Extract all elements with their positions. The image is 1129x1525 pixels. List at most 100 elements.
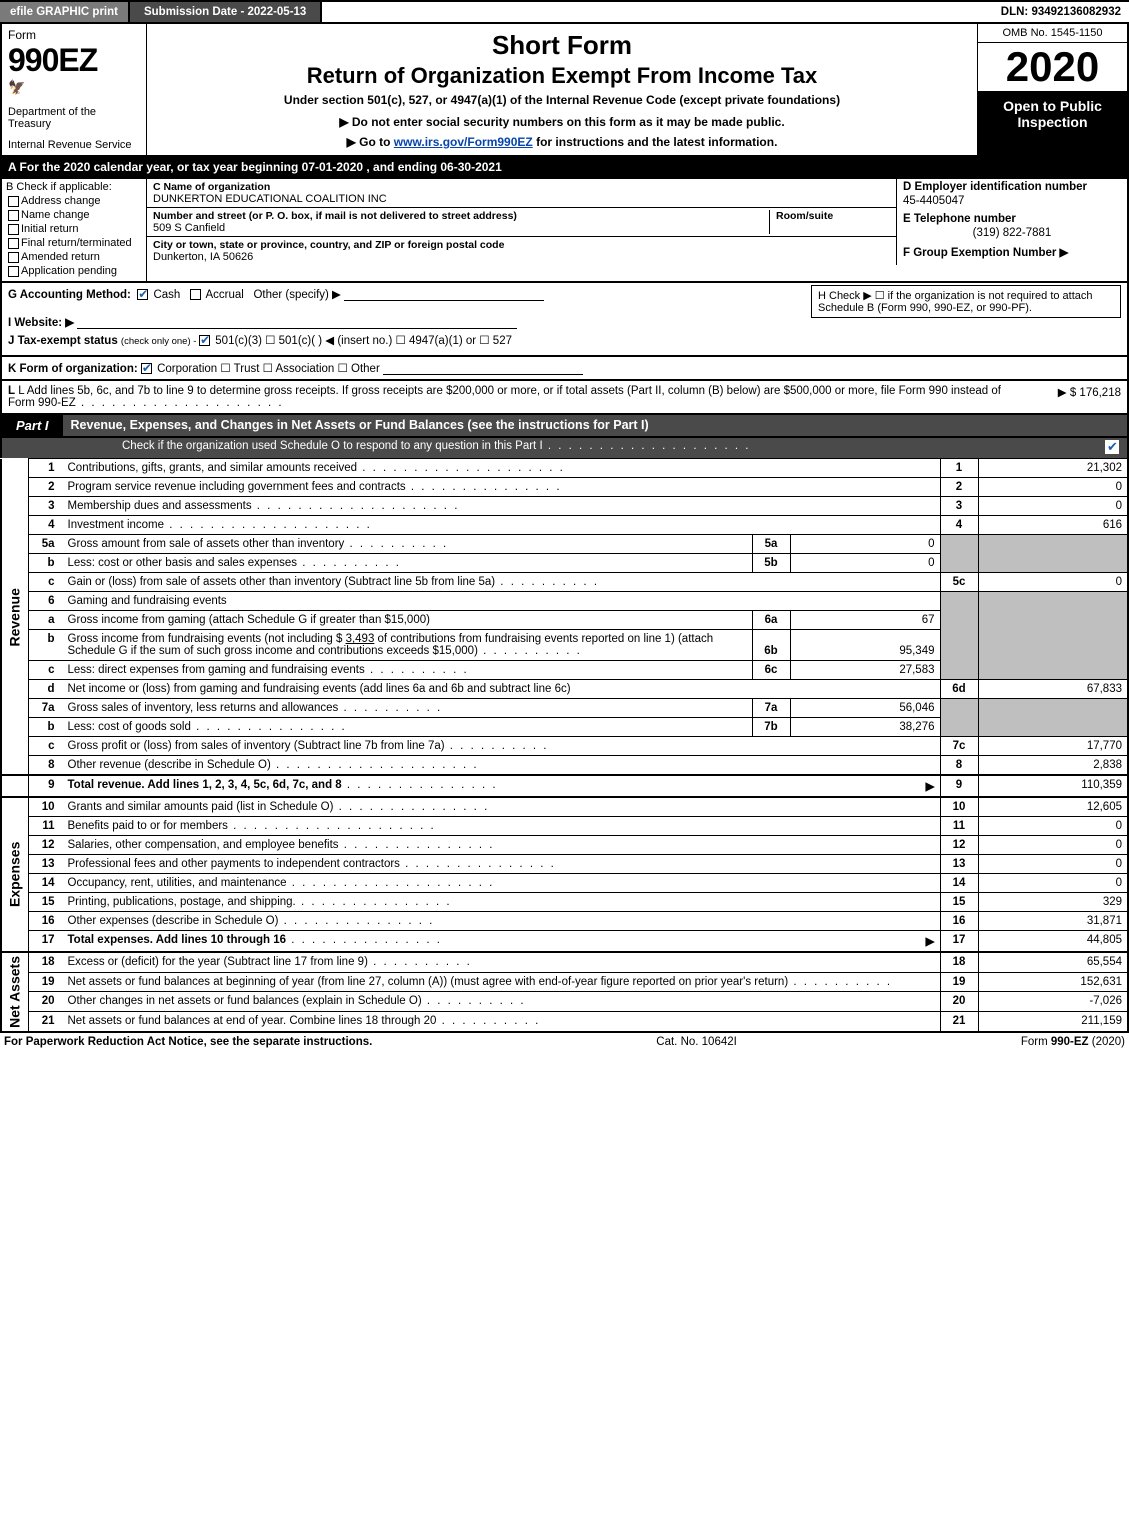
desc-12-text: Salaries, other compensation, and employ… — [68, 839, 339, 851]
desc-5a: Gross amount from sale of assets other t… — [63, 535, 753, 554]
desc-6c-text: Less: direct expenses from gaming and fu… — [68, 664, 365, 676]
grey-7b — [940, 718, 978, 737]
ln-8: 8 — [29, 756, 63, 776]
desc-8-text: Other revenue (describe in Schedule O) — [68, 759, 271, 771]
return-title: Return of Organization Exempt From Incom… — [157, 63, 967, 89]
num-21: 21 — [940, 1012, 978, 1032]
sub-6a: 6a — [752, 611, 790, 630]
desc-20: Other changes in net assets or fund bala… — [63, 992, 941, 1012]
arrow-17: ▶ — [926, 934, 935, 948]
k-other-input[interactable] — [383, 361, 583, 375]
part-i-table: Revenue 1 Contributions, gifts, grants, … — [0, 458, 1129, 1033]
ln-6d: d — [29, 680, 63, 699]
g-accrual-checkbox[interactable] — [190, 289, 201, 300]
efile-print-button[interactable]: efile GRAPHIC print — [0, 2, 130, 22]
ln-15: 15 — [29, 893, 63, 912]
ln-14: 14 — [29, 874, 63, 893]
ln-5b: b — [29, 554, 63, 573]
greyval-6 — [978, 592, 1128, 611]
desc-19: Net assets or fund balances at beginning… — [63, 972, 941, 992]
submission-date-button[interactable]: Submission Date - 2022-05-13 — [130, 2, 322, 22]
val-19: 152,631 — [978, 972, 1128, 992]
check-application-pending[interactable]: Application pending — [6, 265, 142, 277]
section-identifying: B Check if applicable: Address change Na… — [0, 179, 1129, 283]
desc-5c: Gain or (loss) from sale of assets other… — [63, 573, 941, 592]
val-7c: 17,770 — [978, 737, 1128, 756]
desc-2: Program service revenue including govern… — [63, 478, 941, 497]
omb-number: OMB No. 1545-1150 — [978, 24, 1127, 43]
website-input[interactable] — [77, 315, 517, 329]
irs-label: Internal Revenue Service — [8, 139, 140, 151]
part-i-sub-text: Check if the organization used Schedule … — [122, 440, 750, 454]
line-l-box: L L Add lines 5b, 6c, and 7b to line 9 t… — [0, 381, 1129, 415]
num-3: 3 — [940, 497, 978, 516]
col-d-ein: D Employer identification number 45-4405… — [897, 179, 1127, 265]
revenue-side-label: Revenue — [1, 459, 29, 776]
j-label: J Tax-exempt status — [8, 335, 121, 347]
f-label: F Group Exemption Number ▶ — [903, 245, 1121, 259]
check-name-change[interactable]: Name change — [6, 209, 142, 221]
g-accrual-label: Accrual — [205, 289, 243, 301]
topbar: efile GRAPHIC print Submission Date - 20… — [0, 0, 1129, 24]
ln-7b: b — [29, 718, 63, 737]
sub-5a: 5a — [752, 535, 790, 554]
subval-5a: 0 — [790, 535, 940, 554]
j-options: 501(c)(3) ☐ 501(c)( ) ◀ (insert no.) ☐ 4… — [215, 335, 512, 347]
val-5c: 0 — [978, 573, 1128, 592]
desc-3-text: Membership dues and assessments — [68, 500, 252, 512]
expenses-side-label: Expenses — [1, 797, 29, 952]
line-k-box: K Form of organization: Corporation ☐ Tr… — [0, 357, 1129, 381]
name-change-label: Name change — [21, 209, 90, 221]
greyval-6b — [978, 630, 1128, 661]
form-header: Form 990EZ 🦅 Department of the Treasury … — [0, 24, 1129, 157]
val-16: 31,871 — [978, 912, 1128, 931]
c-city-cell: City or town, state or province, country… — [147, 237, 896, 265]
desc-21: Net assets or fund balances at end of ye… — [63, 1012, 941, 1032]
sub-6c: 6c — [752, 661, 790, 680]
subval-6c: 27,583 — [790, 661, 940, 680]
desc-6b-pre: Gross income from fundraising events (no… — [68, 633, 346, 645]
desc-17-text: Total expenses. Add lines 10 through 16 — [68, 934, 287, 946]
desc-6a-text: Gross income from gaming (attach Schedul… — [68, 614, 430, 626]
desc-7a-text: Gross sales of inventory, less returns a… — [68, 702, 339, 714]
check-address-change[interactable]: Address change — [6, 195, 142, 207]
ln-16: 16 — [29, 912, 63, 931]
j-501c3-checkbox[interactable] — [199, 335, 210, 346]
grey-6c — [940, 661, 978, 680]
ln-6c: c — [29, 661, 63, 680]
part-i-schedule-o-checkbox[interactable] — [1105, 440, 1119, 454]
grey-7a — [940, 699, 978, 718]
final-return-label: Final return/terminated — [21, 237, 132, 249]
grey-6b — [940, 630, 978, 661]
ln-3: 3 — [29, 497, 63, 516]
ein-value: 45-4405047 — [903, 193, 1121, 213]
subval-6a: 67 — [790, 611, 940, 630]
short-form-title: Short Form — [157, 30, 967, 61]
header-left: Form 990EZ 🦅 Department of the Treasury … — [2, 24, 147, 155]
ln-9: 9 — [29, 775, 63, 797]
desc-1-text: Contributions, gifts, grants, and simila… — [68, 462, 358, 474]
val-1: 21,302 — [978, 459, 1128, 478]
goto-link[interactable]: www.irs.gov/Form990EZ — [394, 135, 533, 149]
netassets-side-label: Net Assets — [1, 952, 29, 1032]
grey-5a — [940, 535, 978, 554]
header-middle: Short Form Return of Organization Exempt… — [147, 24, 977, 155]
desc-12: Salaries, other compensation, and employ… — [63, 836, 941, 855]
check-amended-return[interactable]: Amended return — [6, 251, 142, 263]
desc-14: Occupancy, rent, utilities, and maintena… — [63, 874, 941, 893]
k-corporation-checkbox[interactable] — [141, 363, 152, 374]
desc-6: Gaming and fundraising events — [63, 592, 941, 611]
footer-right-bold: 990-EZ — [1051, 1036, 1089, 1048]
num-9: 9 — [940, 775, 978, 797]
tax-year: 2020 — [978, 43, 1127, 92]
g-other-input[interactable] — [344, 287, 544, 301]
num-12: 12 — [940, 836, 978, 855]
check-initial-return[interactable]: Initial return — [6, 223, 142, 235]
check-final-return[interactable]: Final return/terminated — [6, 237, 142, 249]
num-19: 19 — [940, 972, 978, 992]
g-cash-checkbox[interactable] — [137, 289, 148, 300]
footer-right: Form 990-EZ (2020) — [1021, 1036, 1125, 1048]
desc-3: Membership dues and assessments — [63, 497, 941, 516]
line-l-text: L L Add lines 5b, 6c, and 7b to line 9 t… — [8, 385, 1011, 409]
desc-20-text: Other changes in net assets or fund bala… — [68, 995, 422, 1007]
